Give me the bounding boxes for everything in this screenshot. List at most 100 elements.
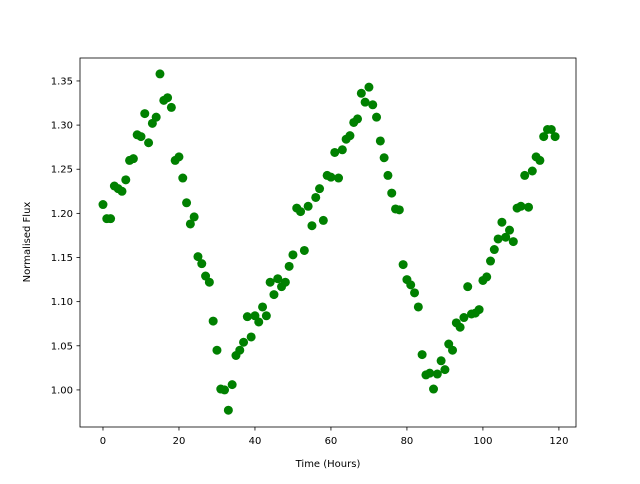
x-tick-label: 80 <box>401 436 414 447</box>
y-tick-label: 1.25 <box>51 165 73 176</box>
data-point <box>106 214 116 224</box>
data-point <box>269 290 279 300</box>
data-point <box>535 155 545 165</box>
data-point <box>311 192 321 202</box>
y-axis-label: Normalised Flux <box>22 202 33 283</box>
data-point <box>197 259 207 269</box>
data-point <box>334 173 344 183</box>
y-tick-label: 1.30 <box>51 121 73 132</box>
data-point <box>326 172 336 182</box>
data-point <box>539 132 549 142</box>
data-point <box>432 369 442 379</box>
y-tick-label: 1.15 <box>51 253 73 264</box>
data-point <box>508 237 518 247</box>
data-point <box>144 138 154 148</box>
data-point <box>136 132 146 142</box>
data-point <box>299 245 309 255</box>
data-point <box>406 280 416 290</box>
data-point <box>387 188 397 198</box>
data-point <box>242 312 252 322</box>
data-point <box>527 166 537 176</box>
x-tick-label: 60 <box>325 436 338 447</box>
data-point <box>489 245 499 255</box>
data-point <box>117 186 127 196</box>
data-point <box>516 201 526 211</box>
data-point <box>296 207 306 217</box>
x-tick-label: 0 <box>100 436 106 447</box>
data-point <box>223 405 233 415</box>
data-point <box>463 282 473 292</box>
data-point <box>394 205 404 215</box>
data-point <box>280 277 290 287</box>
data-point <box>505 225 515 235</box>
data-point <box>356 88 366 98</box>
data-point <box>261 311 271 321</box>
data-point <box>265 277 275 287</box>
data-point <box>353 114 363 124</box>
data-point <box>235 345 245 355</box>
data-point <box>246 332 256 342</box>
data-point <box>178 173 188 183</box>
y-tick-label: 1.35 <box>51 76 73 87</box>
data-point <box>318 215 328 225</box>
data-point <box>140 109 150 119</box>
data-point <box>182 198 192 208</box>
data-point <box>155 69 165 79</box>
data-point <box>375 136 385 146</box>
plot-frame <box>79 57 577 428</box>
data-point <box>212 345 222 355</box>
data-point <box>493 234 503 244</box>
data-point <box>436 356 446 366</box>
data-point <box>455 322 465 332</box>
data-point <box>330 147 340 157</box>
data-point <box>303 201 313 211</box>
y-tick-label: 1.05 <box>51 341 73 352</box>
data-point <box>258 302 268 312</box>
x-axis-label: Time (Hours) <box>295 459 361 470</box>
x-tick-label: 100 <box>473 436 492 447</box>
data-point <box>372 112 382 122</box>
data-point <box>337 145 347 155</box>
data-point <box>417 350 427 360</box>
y-tick-label: 1.00 <box>51 385 73 396</box>
data-point <box>413 302 423 312</box>
data-point <box>307 221 317 231</box>
data-point <box>174 152 184 162</box>
x-tick-label: 120 <box>549 436 568 447</box>
data-point <box>185 219 195 229</box>
data-point <box>482 272 492 282</box>
data-point <box>345 131 355 141</box>
data-point <box>239 337 249 347</box>
data-point <box>546 125 556 135</box>
data-point <box>383 170 393 180</box>
data-point <box>189 212 199 222</box>
data-point <box>220 385 230 395</box>
data-point <box>315 184 325 194</box>
data-point <box>193 252 203 262</box>
data-point <box>379 153 389 163</box>
data-point <box>166 102 176 112</box>
data-point <box>204 277 214 287</box>
y-tick-label: 1.10 <box>51 297 73 308</box>
data-point <box>227 380 237 390</box>
data-point <box>254 317 264 327</box>
x-tick-label: 40 <box>249 436 262 447</box>
data-point <box>360 97 370 107</box>
data-point <box>448 345 458 355</box>
data-point <box>474 305 484 315</box>
data-point <box>368 100 378 110</box>
x-tick-label: 20 <box>173 436 186 447</box>
data-point <box>128 154 138 164</box>
data-point <box>486 256 496 266</box>
data-point <box>524 202 534 212</box>
data-point <box>459 313 469 323</box>
data-point <box>273 274 283 284</box>
data-point <box>151 112 161 122</box>
data-point <box>440 365 450 375</box>
data-point <box>429 384 439 394</box>
data-point <box>501 232 511 242</box>
y-tick-label: 1.20 <box>51 209 73 220</box>
data-point <box>121 175 131 185</box>
data-point <box>425 368 435 378</box>
